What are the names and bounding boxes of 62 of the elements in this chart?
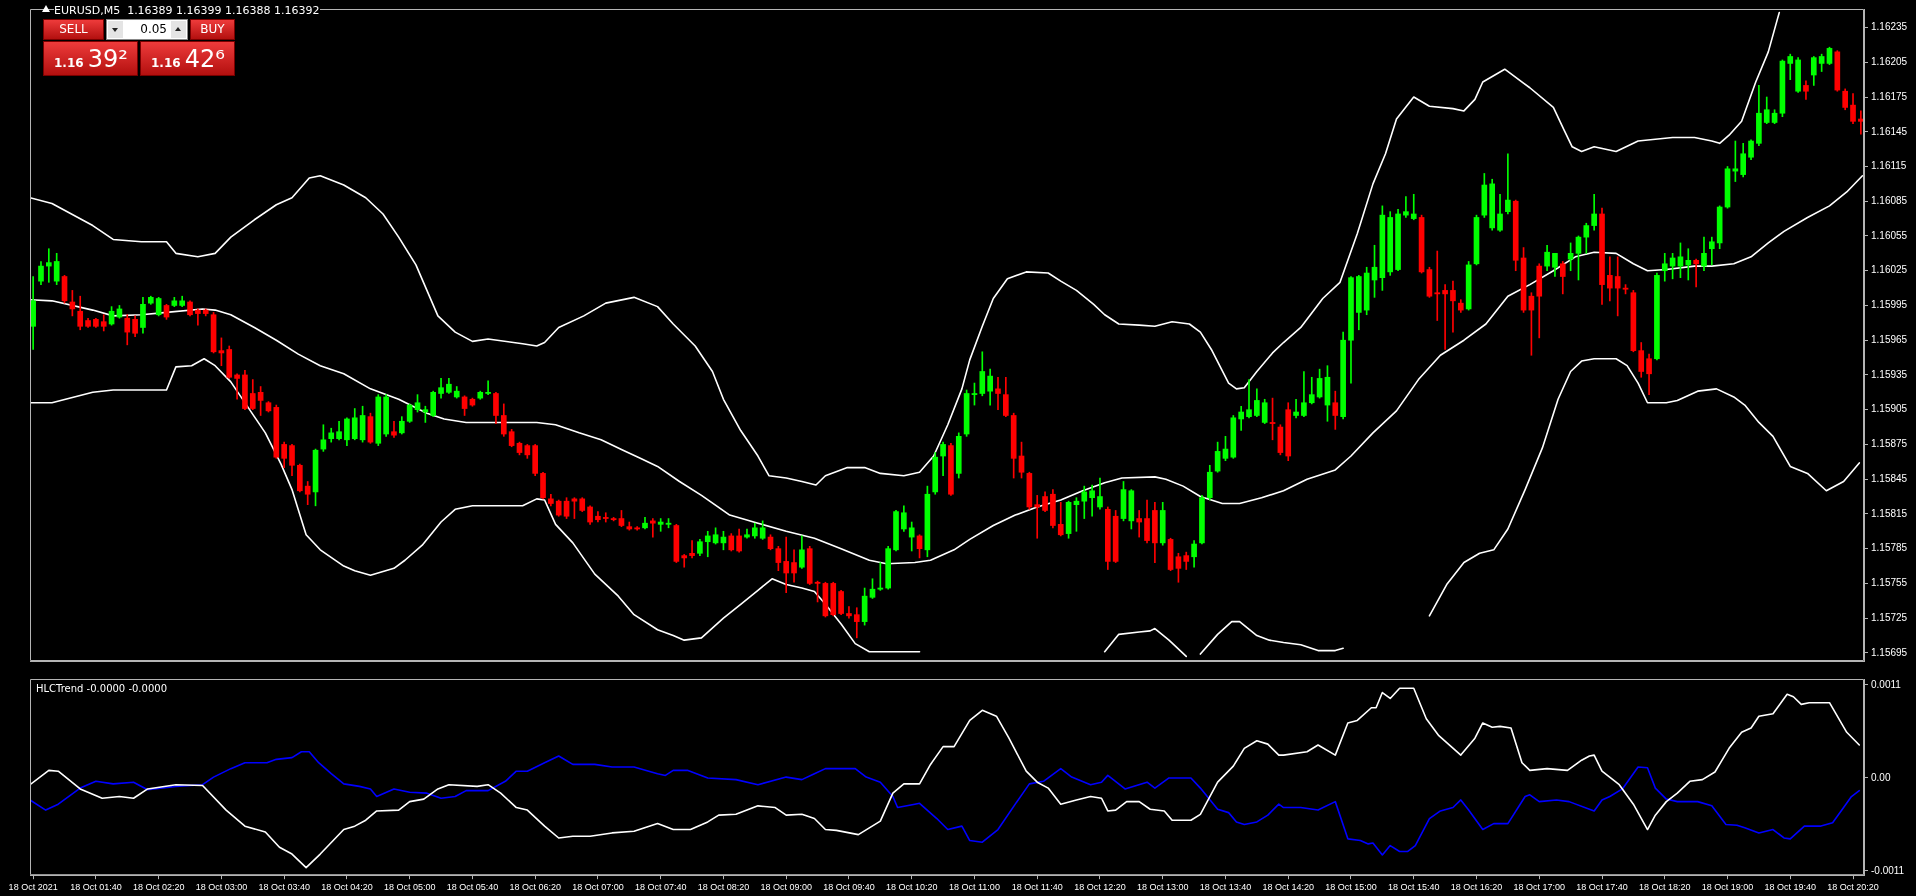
x-tick-label: 18 Oct 06:20 — [509, 882, 561, 893]
y-tick-label: 1.16025 — [1871, 264, 1908, 276]
y-tick-label: 1.16235 — [1871, 21, 1908, 33]
sell-button: SELL — [43, 19, 104, 40]
x-tick-label: 18 Oct 11:40 — [1011, 882, 1063, 893]
x-tick-label: 18 Oct 04:20 — [321, 882, 373, 893]
x-tick-label: 18 Oct 10:20 — [885, 882, 938, 893]
x-tick-label: 18 Oct 20:20 — [1827, 882, 1879, 893]
x-tick-label: 18 Oct 14:20 — [1262, 882, 1314, 893]
annotation: 1.16 39² — [54, 45, 128, 73]
x-tick-label: 18 Oct 13:40 — [1199, 882, 1252, 893]
y-tick-label: 1.16175 — [1871, 90, 1908, 102]
sell-price-box: 1.16 39² — [43, 41, 138, 76]
x-tick-label: 18 Oct 2021 — [8, 882, 58, 893]
x-tick-label: 18 Oct 17:00 — [1513, 882, 1566, 893]
y-tick-label: 1.16205 — [1871, 56, 1908, 68]
y-tick-label: 1.16085 — [1871, 194, 1908, 206]
y-tick-label: 1.15905 — [1871, 403, 1908, 415]
y-tick-label: 1.16115 — [1871, 160, 1907, 172]
y-tick-label: 1.15815 — [1871, 507, 1908, 519]
annotation: 1.16 42⁶ — [151, 45, 225, 73]
y-tick-label: 1.16055 — [1871, 229, 1908, 241]
x-tick-label: 18 Oct 05:40 — [446, 882, 499, 893]
x-tick-label: 18 Oct 01:40 — [70, 882, 122, 893]
y-tick-label: -0.0011 — [1871, 864, 1905, 876]
x-tick-label: 18 Oct 07:00 — [572, 882, 624, 893]
buy-price-box: 1.16 42⁶ — [140, 41, 235, 76]
x-tick-label: 18 Oct 02:20 — [132, 882, 185, 893]
buy-button: BUY — [190, 19, 235, 40]
annotation: EURUSD,M5 1.16389 1.16399 1.16388 1.16392 — [54, 4, 320, 17]
x-tick-label: 18 Oct 15:00 — [1325, 882, 1377, 893]
y-tick-label: 1.15755 — [1871, 577, 1908, 589]
y-tick-label: 1.15875 — [1871, 438, 1908, 450]
y-tick-label: 1.15725 — [1871, 611, 1908, 623]
y-tick-label: 1.15845 — [1871, 472, 1908, 484]
x-tick-label: 18 Oct 03:40 — [258, 882, 310, 893]
y-tick-label: 1.15785 — [1871, 542, 1908, 554]
x-tick-label: 18 Oct 08:20 — [697, 882, 750, 893]
lot-field: 0.05 — [106, 19, 188, 40]
x-tick-label: 18 Oct 17:40 — [1576, 882, 1628, 893]
y-tick-label: 1.15995 — [1871, 299, 1908, 311]
x-tick-label: 18 Oct 18:20 — [1638, 882, 1691, 893]
annotation: 0.05 — [140, 22, 167, 36]
x-tick-label: 18 Oct 15:40 — [1387, 882, 1440, 893]
y-tick-label: 0.00 — [1871, 771, 1891, 783]
x-tick-label: 18 Oct 13:00 — [1136, 882, 1189, 893]
y-tick-label: 1.16145 — [1871, 125, 1908, 137]
x-tick-label: 18 Oct 12:20 — [1074, 882, 1126, 893]
x-tick-label: 18 Oct 11:00 — [949, 882, 1000, 893]
y-tick-label: 0.0011 — [1871, 678, 1902, 690]
x-tick-label: 18 Oct 19:40 — [1764, 882, 1817, 893]
x-tick-label: 18 Oct 09:00 — [760, 882, 812, 893]
x-tick-label: 18 Oct 05:00 — [383, 882, 436, 893]
y-tick-label: 1.15965 — [1871, 333, 1908, 345]
chart-title: HLCTrend -0.0000 -0.0000 — [36, 682, 167, 694]
x-tick-label: 18 Oct 19:00 — [1701, 882, 1754, 893]
x-tick-label: 18 Oct 07:40 — [634, 882, 687, 893]
y-tick-label: 1.15935 — [1871, 368, 1908, 380]
x-tick-label: 18 Oct 09:40 — [823, 882, 875, 893]
y-tick-label: 1.15695 — [1871, 646, 1908, 658]
x-tick-label: 18 Oct 03:00 — [195, 882, 248, 893]
x-tick-label: 18 Oct 16:20 — [1450, 882, 1503, 893]
